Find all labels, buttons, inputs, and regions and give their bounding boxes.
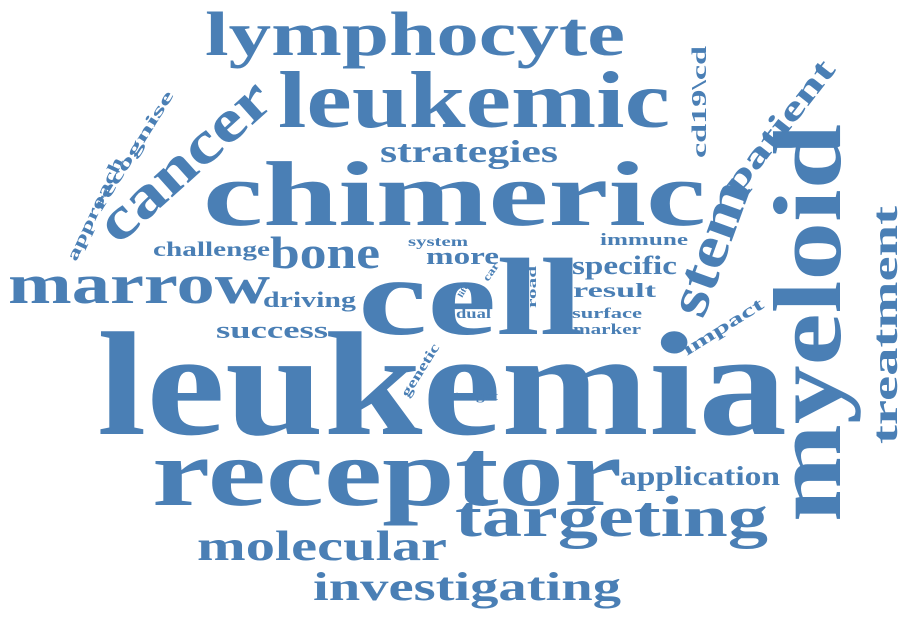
word-chimeric: chimeric <box>203 143 706 245</box>
word-application: application <box>620 461 780 491</box>
word-road: road <box>524 265 539 308</box>
word-result: result <box>573 280 657 302</box>
word-immune: immune <box>600 230 689 249</box>
word-receptor: receptor <box>152 419 622 526</box>
word-driving: driving <box>263 287 356 312</box>
word-surface: surface <box>572 306 643 322</box>
word-success: success <box>216 318 328 344</box>
word-investigating: investigating <box>313 564 621 609</box>
word-dual: dual <box>456 307 491 322</box>
word-system: system <box>408 235 468 250</box>
word-more: more <box>426 244 499 270</box>
word-challenge: challenge <box>153 237 270 261</box>
word-cd19cd: cd19\cd <box>687 45 711 158</box>
word-target: target <box>454 388 499 403</box>
word-targeting: targeting <box>455 484 768 549</box>
word-specific: specific <box>572 251 677 280</box>
word-marrow: marrow <box>8 254 271 316</box>
word-bone: bone <box>270 227 380 278</box>
word-leukemic: leukemic <box>278 57 670 145</box>
word-myeloid: myeloid <box>754 124 861 522</box>
word-molecular: molecular <box>197 524 447 570</box>
word-lymphocyte: lymphocyte <box>205 1 625 69</box>
word-strategies: strategies <box>380 133 558 169</box>
word-leukemia: leukemia <box>97 303 787 467</box>
word-cell: cell <box>358 236 583 358</box>
word-marker: marker <box>573 322 641 338</box>
word-treatment: treatment <box>865 206 900 444</box>
